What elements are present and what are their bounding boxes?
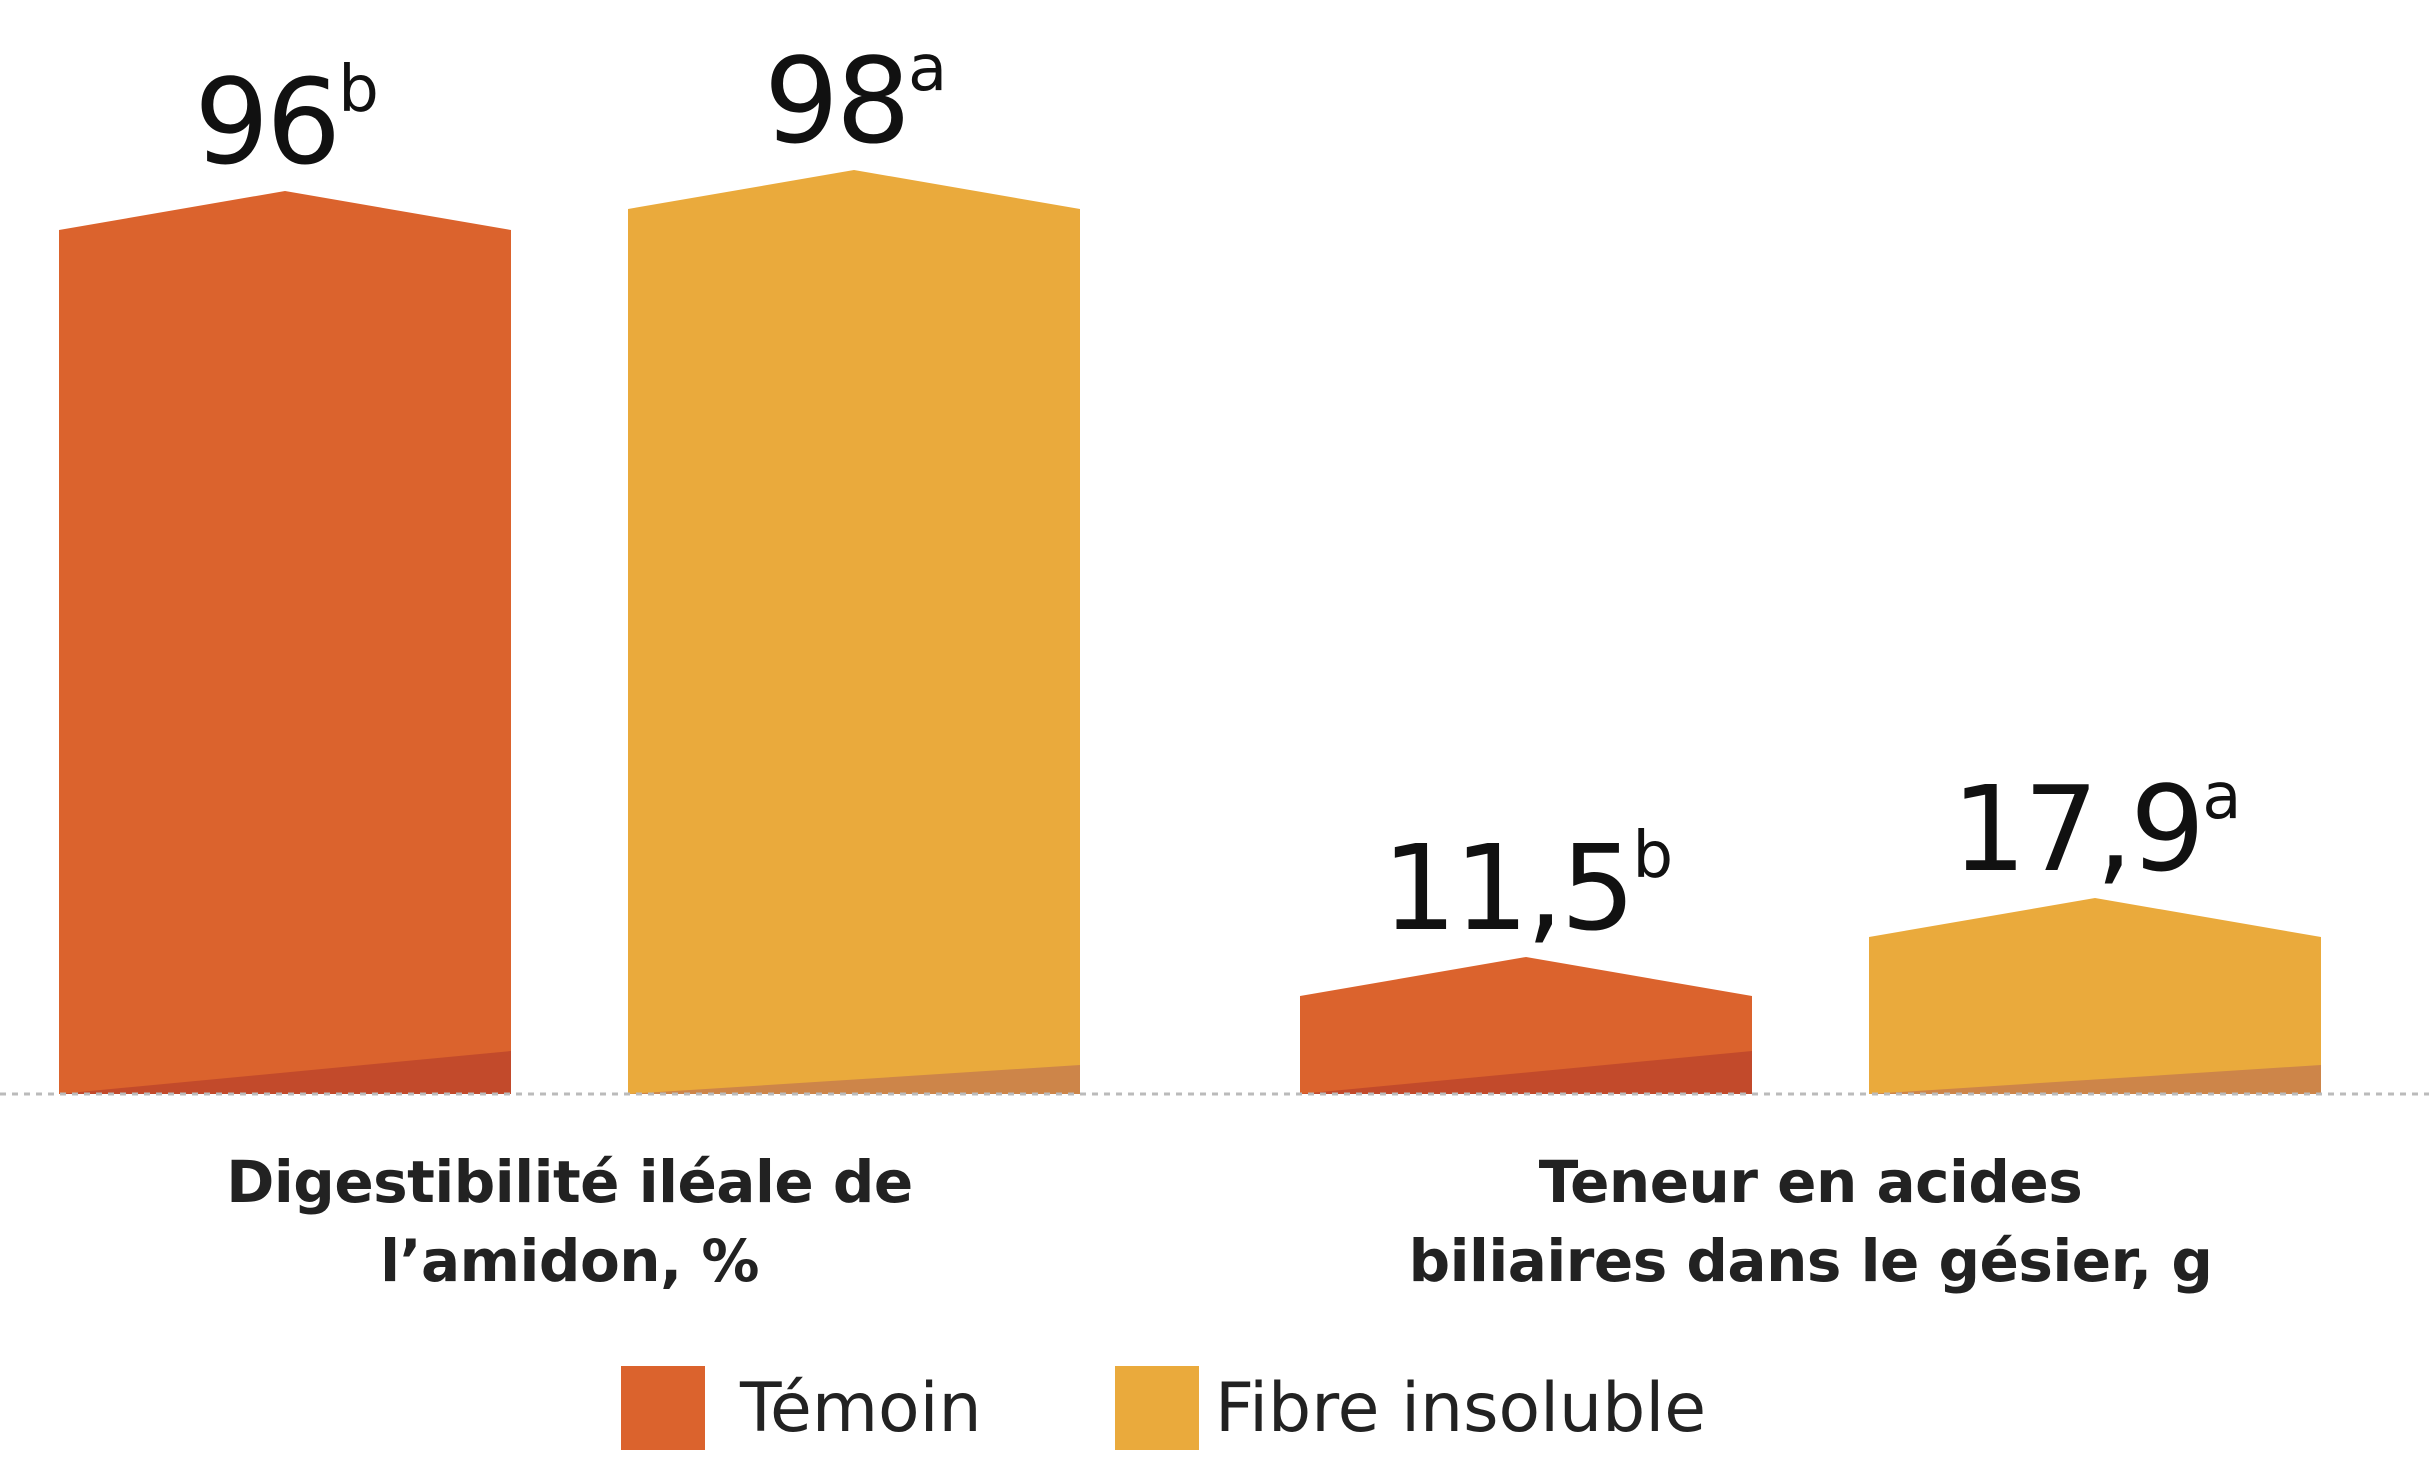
- value-labels-group: 96b 98a 11,5b 17,9a: [194, 32, 2241, 957]
- value-label-0-1: 98a: [764, 32, 944, 170]
- bar-1-1: [1869, 898, 2321, 1094]
- legend-swatch-1: [1115, 1366, 1199, 1450]
- legend: Témoin Fibre insoluble: [621, 1366, 1706, 1450]
- category-labels-group: Digestibilité iléale de l’amidon, % Teneur…: [226, 1148, 2213, 1295]
- legend-label-1: Fibre insoluble: [1215, 1369, 1706, 1448]
- bar-shadow-0-0: [59, 1051, 511, 1094]
- bar-shadow-0-1: [628, 1065, 1080, 1094]
- category-label-0-line-1: l’amidon, %: [380, 1227, 759, 1295]
- category-label-1-line-0: Teneur en acides: [1539, 1148, 2083, 1216]
- legend-swatch-0: [621, 1366, 705, 1450]
- bar-shadow-1-0: [1300, 1051, 1752, 1094]
- value-label-1-1: 17,9a: [1952, 760, 2239, 898]
- value-label-0-0: 96b: [194, 53, 376, 191]
- category-label-1-line-1: biliaires dans le gésier, g: [1409, 1227, 2213, 1295]
- bar-0-1: [628, 170, 1080, 1094]
- value-label-1-0: 11,5b: [1382, 819, 1671, 957]
- bar-0-0: [59, 191, 511, 1094]
- bars-group: [59, 170, 2321, 1094]
- category-label-0-line-0: Digestibilité iléale de: [226, 1148, 912, 1216]
- legend-label-0: Témoin: [739, 1369, 982, 1448]
- bar-shadow-1-1: [1869, 1065, 2321, 1094]
- bar-1-0: [1300, 957, 1752, 1094]
